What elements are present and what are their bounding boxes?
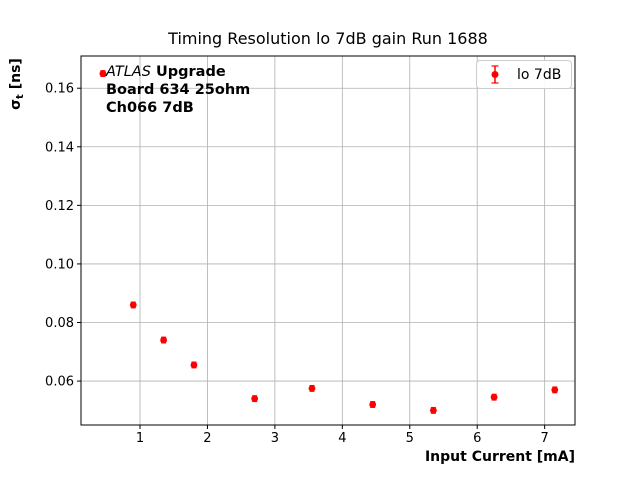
y-tick-label: 0.08 [45, 316, 74, 331]
data-point [369, 401, 377, 408]
annotation-atlas: ATLAS [106, 64, 151, 80]
data-point [429, 406, 437, 414]
annotation-upgrade: Upgrade [156, 64, 226, 80]
y-tick-label: 0.06 [45, 375, 74, 390]
data-point [490, 393, 498, 401]
data-point [190, 361, 198, 369]
y-tick-label: 0.16 [45, 82, 74, 97]
legend-errorbar-icon [491, 65, 499, 84]
y-tick-label: 0.12 [45, 199, 74, 214]
annotation-block: ATLAS Upgrade Board 634 25ohm Ch066 7dB [106, 63, 250, 117]
x-tick-label: 1 [136, 431, 144, 446]
x-tick-label: 3 [271, 431, 279, 446]
chart-title: Timing Resolution lo 7dB gain Run 1688 [168, 29, 488, 48]
x-tick-label: 7 [541, 431, 549, 446]
annotation-line-2: Board 634 25ohm [106, 82, 251, 98]
x-tick-label: 4 [338, 431, 346, 446]
data-point [129, 301, 137, 309]
y-axis-label: σt [ns] [8, 58, 26, 110]
x-tick-label: 2 [203, 431, 211, 446]
data-point [251, 395, 259, 403]
x-tick-label: 5 [406, 431, 414, 446]
legend-label: lo 7dB [517, 66, 562, 83]
x-tick-label: 6 [473, 431, 481, 446]
legend: lo 7dB [476, 60, 572, 89]
y-tick-label: 0.14 [45, 140, 74, 155]
data-point [160, 336, 168, 344]
x-axis-label: Input Current [mA] [424, 449, 575, 465]
data-point [308, 384, 316, 392]
annotation-line-3: Ch066 7dB [106, 100, 194, 116]
data-point [99, 70, 107, 77]
y-tick-label: 0.10 [45, 257, 74, 272]
data-point [551, 386, 559, 394]
annotation-line-1: ATLAS Upgrade [106, 63, 250, 81]
plot-border [80, 55, 576, 426]
